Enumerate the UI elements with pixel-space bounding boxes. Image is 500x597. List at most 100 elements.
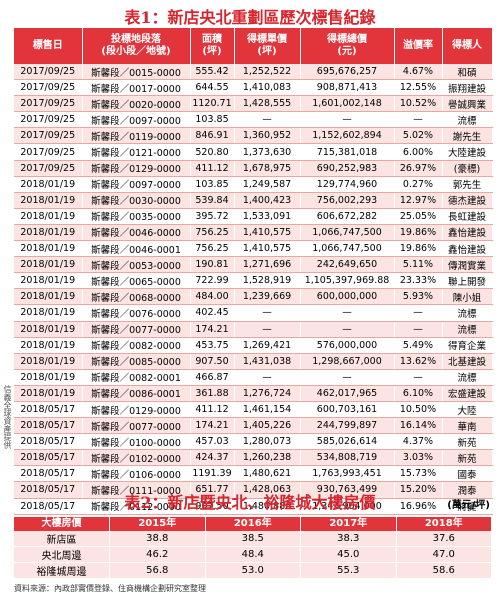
cell: 2018/05/17 <box>14 449 83 467</box>
cell: 斯馨段／0046-0000 <box>82 224 191 242</box>
row: 新店區 38.8 38.5 38.3 37.6 <box>14 531 492 547</box>
row: 2018/01/19 斯馨段／0065-0000 722.99 1,528,919 1,… <box>14 272 493 290</box>
cell: 斯馨段／0086-0001 <box>82 385 191 402</box>
cell: 1,480,621 <box>234 465 301 483</box>
cell: 462,017,965 <box>300 385 395 402</box>
cell: 新店區 <box>14 531 110 547</box>
row: 2018/01/19 斯馨段／0046-0000 756.25 1,410,575 1,… <box>14 224 493 242</box>
cell: 2017/09/25 <box>14 160 83 177</box>
cell: 斯馨段／0076-0000 <box>82 304 191 322</box>
row: 2018/01/19 斯馨段／0035-0000 395.72 1,533,091 60… <box>14 208 493 225</box>
cell: 2018/05/17 <box>14 433 83 451</box>
cell: 38.5 <box>205 531 301 547</box>
cell: 斯馨段／0053-0000 <box>82 256 191 274</box>
row: 2018/01/19 斯馨段／0053-0000 190.81 1,271,696 24… <box>14 256 493 274</box>
cell: 16.96% <box>394 498 443 515</box>
cell: 傳潤實業 <box>442 256 493 274</box>
cell: — <box>300 369 395 386</box>
cell: 1,269,421 <box>234 337 301 354</box>
cell: 斯馨段／0065-0000 <box>82 272 191 290</box>
header-cell: 面積 (坪) <box>190 28 235 64</box>
cell: 1,276,724 <box>234 385 301 402</box>
row: 2018/05/17 斯馨段／0102-0000 424.37 1,260,238 53… <box>14 449 493 467</box>
cell: 1,431,038 <box>234 353 301 370</box>
cell: 斯馨段／0020-0000 <box>82 95 191 113</box>
cell: 1,298,667,000 <box>300 353 395 370</box>
cell: — <box>394 369 443 386</box>
cell: 715,381,018 <box>300 143 395 161</box>
cell: 756.25 <box>190 224 235 242</box>
cell: 大陸 <box>442 401 493 419</box>
cell: 38.3 <box>300 531 397 547</box>
cell: 23.33% <box>394 272 443 290</box>
cell: 15.20% <box>394 481 443 499</box>
cell: 1,280,073 <box>234 433 301 451</box>
cell: 26.97% <box>394 160 443 177</box>
cell: 得育企業 <box>442 337 493 354</box>
cell: 2018/01/19 <box>14 304 83 322</box>
cell: 2018/05/17 <box>14 417 83 435</box>
cell: 2018/05/17 <box>14 498 83 515</box>
cell: 斯馨段／0097-0000 <box>82 176 191 193</box>
cell: 484.00 <box>190 288 235 306</box>
side-note: 信義全球資產提供 <box>3 385 12 449</box>
cell: 466.87 <box>190 369 235 386</box>
cell: 2018/01/19 <box>14 272 83 290</box>
table2: 大樓房價 2015年 2016年 2017年 2018年 新店區 38.8 38.5 38.3 3… <box>14 517 492 579</box>
cell: 新苑 <box>442 449 493 467</box>
cell: 58.6 <box>396 562 492 579</box>
cell: 644.55 <box>190 79 235 97</box>
cell: 907.50 <box>190 498 235 515</box>
cell: 395.72 <box>190 208 235 225</box>
cell: 103.85 <box>190 176 235 193</box>
cell: 555.42 <box>190 64 235 81</box>
cell: 斯馨段／0100-0000 <box>82 433 191 451</box>
cell: 2018/01/19 <box>14 256 83 274</box>
cell: 宏盛建設 <box>442 385 493 402</box>
cell: 鑫怡建設 <box>442 240 493 258</box>
cell: 斯馨段／0046-0001 <box>82 240 191 258</box>
cell: 5.93% <box>394 288 443 306</box>
cell: 1,400,423 <box>234 192 301 209</box>
cell: 大陸建設 <box>442 143 493 161</box>
cell: 174.21 <box>190 417 235 435</box>
cell: 424.37 <box>190 449 235 467</box>
row: 2018/05/17 斯馨段／0129-0000 411.12 1,461,154 60… <box>14 401 493 419</box>
cell: 和碩 <box>442 64 493 81</box>
source: 資料來源：內政部實價登錄、住商機構企劃研究室整理 <box>14 584 206 593</box>
cell: 流標 <box>442 321 493 338</box>
cell: 1,239,669 <box>234 288 301 306</box>
cell: 聯上開發 <box>442 272 493 290</box>
cell: 2017/09/25 <box>14 64 83 81</box>
header-cell: 得標人 <box>442 28 493 64</box>
cell: 15.73% <box>394 465 443 483</box>
cell: 5.49% <box>394 337 443 354</box>
table1: 標售日 投標地段落 (段小段／地號) 面積 (坪) 得標單價 (坪) 得標總價 (元) 溢… <box>14 28 493 515</box>
header-cell: 標售日 <box>14 28 83 64</box>
cell: 539.84 <box>190 192 235 209</box>
cell: 453.75 <box>190 337 235 354</box>
cell: 謝先生 <box>442 127 493 145</box>
cell: 2018/05/17 <box>14 465 83 483</box>
cell: 606,672,282 <box>300 208 395 225</box>
cell: 756.25 <box>190 240 235 258</box>
cell: 2017/09/25 <box>14 79 83 97</box>
cell: 534,808,719 <box>300 449 395 467</box>
cell: 520.80 <box>190 143 235 161</box>
cell: (豪標) <box>442 160 493 177</box>
header-cell: 得標總價 (元) <box>300 28 395 64</box>
cell: — <box>300 321 395 338</box>
cell: 1,528,919 <box>234 272 301 290</box>
cell: 402.45 <box>190 304 235 322</box>
cell: 6.00% <box>394 143 443 161</box>
header-cell: 投標地段落 (段小段／地號) <box>82 28 191 64</box>
cell: 1,428,555 <box>234 95 301 113</box>
cell: 1,360,952 <box>234 127 301 145</box>
cell: 2017/09/25 <box>14 111 83 129</box>
cell: 12.55% <box>394 79 443 97</box>
cell: 16.14% <box>394 417 443 435</box>
cell: 1,461,154 <box>234 401 301 419</box>
cell: 1,152,602,894 <box>300 127 395 145</box>
cell: 13.62% <box>394 353 443 370</box>
cell: 斯馨段／0121-0000 <box>82 143 191 161</box>
